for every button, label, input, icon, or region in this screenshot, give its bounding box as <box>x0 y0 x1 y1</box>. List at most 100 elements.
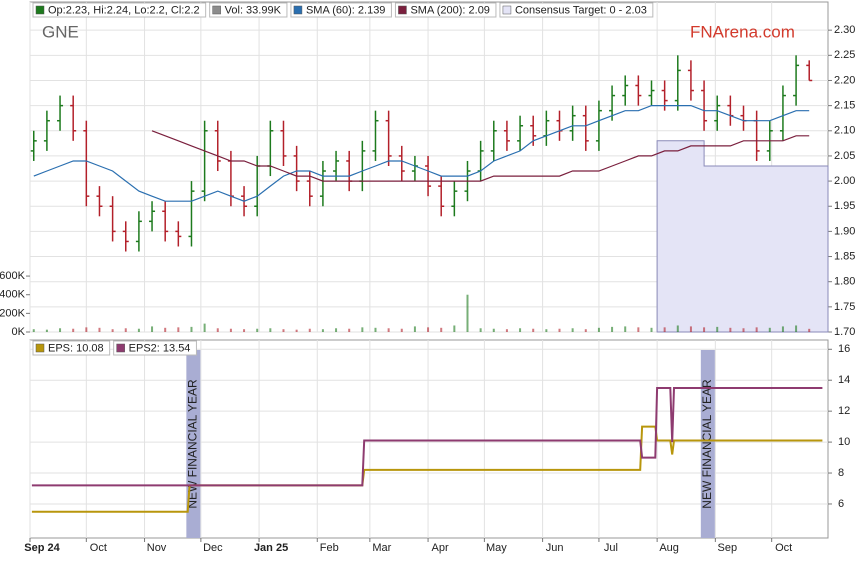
volume-bar <box>663 327 666 332</box>
volume-bar <box>374 327 377 332</box>
volume-bar <box>269 328 272 332</box>
x-tick-label: Sep 24 <box>24 542 60 554</box>
volume-bar <box>256 328 259 332</box>
volume-bar <box>466 294 469 332</box>
volume-bar <box>637 327 640 332</box>
y-tick-label: 1.90 <box>834 225 855 237</box>
volume-bar <box>59 328 62 332</box>
legend-box <box>32 340 111 356</box>
x-tick-label: Feb <box>320 542 339 554</box>
y-tick-label: 6 <box>838 498 844 510</box>
x-tick-label: Apr <box>431 542 448 554</box>
volume-bar <box>124 328 127 332</box>
volume-bar <box>335 328 338 332</box>
volume-bar <box>295 329 298 332</box>
volume-bar <box>427 327 430 332</box>
volume-bar <box>282 329 285 332</box>
volume-bar <box>808 328 811 332</box>
volume-bar <box>98 327 101 332</box>
volume-bar <box>519 328 522 332</box>
chart-title: GNE <box>42 22 79 41</box>
legend-label: EPS: 10.08 <box>48 342 104 354</box>
plot-area <box>29 339 829 539</box>
volume-bar <box>703 327 706 332</box>
legend-swatch <box>502 5 512 15</box>
volume-bar <box>348 328 351 332</box>
y-tick-label: 2.15 <box>834 100 855 112</box>
y-tick-label: 1.75 <box>834 301 855 313</box>
legend-box <box>113 340 197 356</box>
volume-bar <box>387 328 390 332</box>
legend-swatch <box>398 5 407 15</box>
y-tick-label: 16 <box>838 343 850 355</box>
volume-bar <box>413 326 416 332</box>
volume-bar <box>32 329 35 332</box>
volume-bar <box>137 328 140 332</box>
volume-bar <box>781 326 784 332</box>
target-area <box>656 140 829 333</box>
volume-bar <box>597 327 600 332</box>
volume-bar <box>716 326 719 332</box>
volume-bar <box>190 326 193 332</box>
volume-bar <box>755 327 758 332</box>
x-tick-label: Sep <box>718 542 738 554</box>
legend-box <box>499 2 654 18</box>
legend-swatch <box>35 343 45 353</box>
legend-label: SMA (60): 2.139 <box>306 4 386 16</box>
x-tick-label: Jul <box>604 542 618 554</box>
volume-bar <box>453 325 456 332</box>
volume-bar <box>768 327 771 332</box>
sma-line <box>151 130 810 182</box>
y2-tick-label: 400K <box>0 289 26 301</box>
volume-bar <box>742 328 745 332</box>
legend-label: Consensus Target: 0 - 2.03 <box>515 4 647 16</box>
volume-bar <box>203 323 206 332</box>
x-tick-label: May <box>486 542 507 554</box>
legend-label: Vol: 33.99K <box>225 4 282 16</box>
y-tick-label: 2.05 <box>834 150 855 162</box>
x-tick-label: Dec <box>203 542 223 554</box>
y-tick-label: 1.95 <box>834 200 855 212</box>
eps-line <box>31 387 823 487</box>
x-tick-label: Aug <box>659 542 679 554</box>
legend-label: Op:2.23, Hi:2.24, Lo:2.2, Cl:2.2 <box>48 4 200 16</box>
volume-bar <box>243 329 246 332</box>
legend-swatch <box>116 343 125 353</box>
legend-box <box>32 2 207 18</box>
volume-bar <box>440 327 443 332</box>
volume-bar <box>689 326 692 332</box>
volume-bar <box>177 327 180 332</box>
y-tick-label: 8 <box>838 467 844 479</box>
volume-bar <box>85 327 88 332</box>
x-tick-label: Nov <box>147 542 167 554</box>
volume-bar <box>72 328 75 332</box>
y-tick-label: 10 <box>838 436 850 448</box>
x-tick-label: Mar <box>372 542 391 554</box>
y-tick-label: 1.70 <box>834 326 855 338</box>
y-tick-label: 1.80 <box>834 276 855 288</box>
legend-label: SMA (200): 2.09 <box>410 4 490 16</box>
volume-bar <box>676 325 679 332</box>
y2-tick-label: 200K <box>0 307 26 319</box>
y-tick-label: 2.30 <box>834 24 855 36</box>
y-tick-label: 2.00 <box>834 175 855 187</box>
y-tick-label: 2.20 <box>834 74 855 86</box>
annotation: NEW FINANCIAL YEAR <box>700 379 714 509</box>
volume-bar <box>45 329 48 332</box>
x-tick-label: Jan 25 <box>254 542 288 554</box>
volume-bar <box>545 329 548 332</box>
volume-bar <box>611 326 614 332</box>
volume-bar <box>321 329 324 332</box>
legend-label: EPS2: 13.54 <box>129 342 191 354</box>
volume-bar <box>479 328 482 332</box>
legend-swatch <box>35 5 45 15</box>
y-tick-label: 14 <box>838 374 850 386</box>
legend-box <box>209 2 288 18</box>
volume-bar <box>729 327 732 332</box>
y2-tick-label: 600K <box>0 270 26 282</box>
x-tick-label: Oct <box>775 542 792 554</box>
volume-bar <box>558 328 561 332</box>
volume-bar <box>584 329 587 332</box>
volume-bar <box>111 329 114 332</box>
